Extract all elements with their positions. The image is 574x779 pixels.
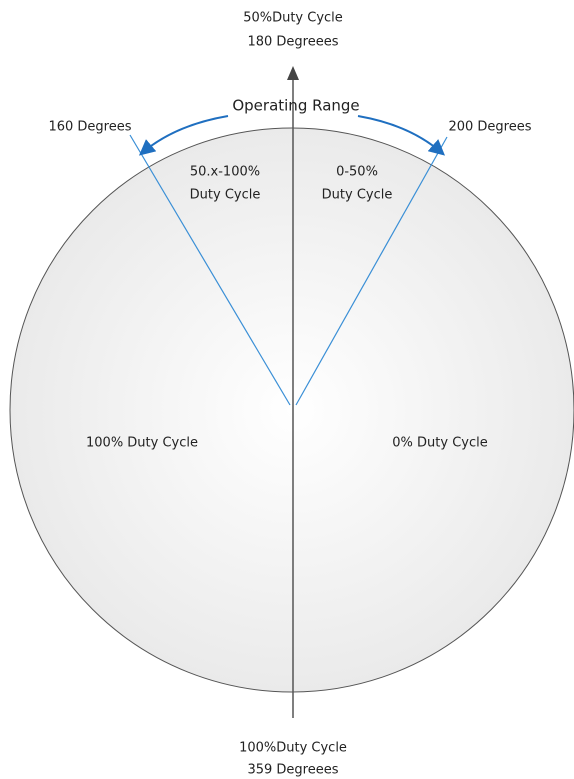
- left-range-arrow: [138, 115, 229, 156]
- left-sector-label: 50.x-100%: [190, 165, 260, 180]
- right-sector-label: 0-50%: [336, 165, 378, 180]
- right-range-arrow: [357, 115, 446, 156]
- top-label: 50%Duty Cycle: [243, 11, 343, 26]
- bottom-label: 359 Degreees: [247, 763, 338, 778]
- circle: [9, 127, 574, 693]
- axis-arrow: [287, 66, 299, 80]
- right-half-label: 0% Duty Cycle: [392, 436, 487, 451]
- bottom-label: 100%Duty Cycle: [239, 741, 347, 756]
- left-limit-label: 160 Degrees: [48, 120, 131, 135]
- operating-range-label: Operating Range: [232, 97, 359, 115]
- left-sector-label: Duty Cycle: [190, 188, 261, 203]
- top-label: 180 Degreees: [247, 35, 338, 50]
- right-limit-label: 200 Degrees: [448, 120, 531, 135]
- right-limit-line: [295, 136, 448, 406]
- right-sector-label: Duty Cycle: [322, 188, 393, 203]
- left-limit-line: [129, 134, 291, 406]
- left-half-label: 100% Duty Cycle: [86, 436, 198, 451]
